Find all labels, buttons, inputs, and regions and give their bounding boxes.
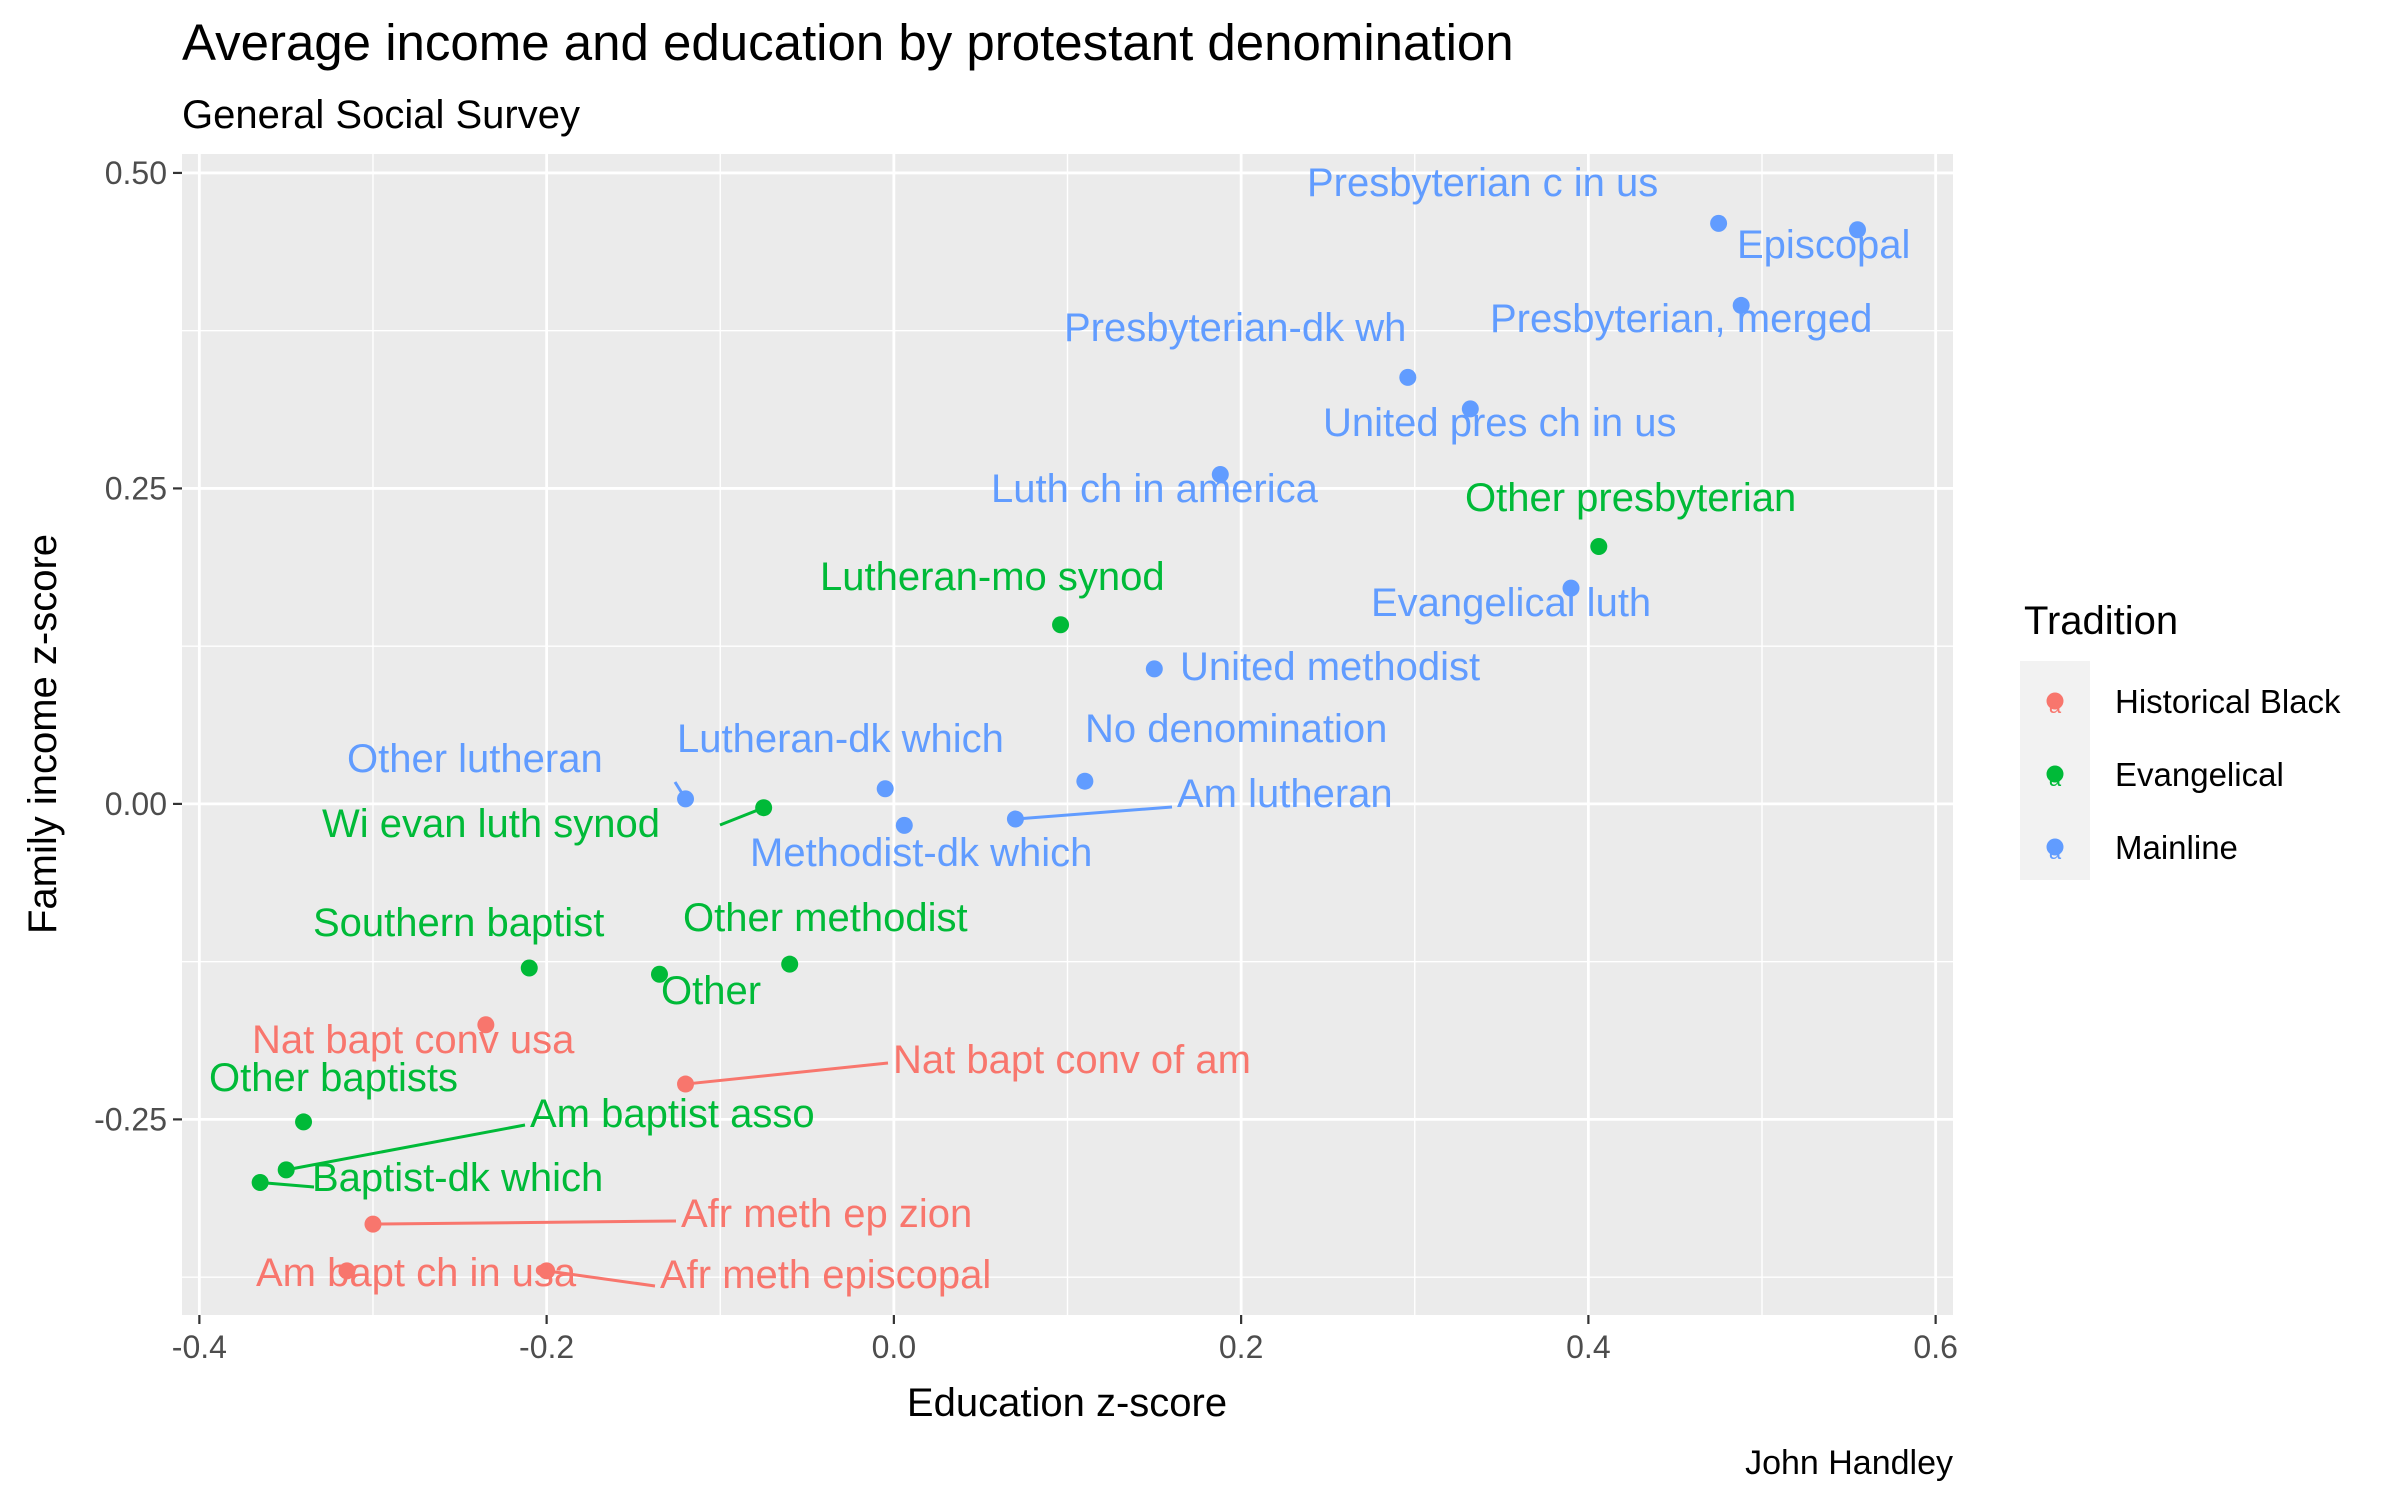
data-point — [364, 1215, 382, 1233]
x-tick-label: 0.2 — [1219, 1329, 1263, 1365]
data-label: Baptist-dk which — [312, 1156, 603, 1200]
data-point — [895, 816, 913, 834]
data-point — [251, 1173, 269, 1191]
grid — [182, 154, 1953, 1315]
legend-key-glyph: a — [2049, 766, 2062, 791]
legend-label: Evangelical — [2115, 756, 2284, 793]
data-point — [755, 799, 773, 817]
data-label: Methodist-dk which — [750, 831, 1092, 875]
data-label: Am lutheran — [1177, 772, 1393, 816]
data-label: Other baptists — [209, 1056, 458, 1100]
legend-label: Historical Black — [2115, 683, 2341, 720]
data-point — [876, 780, 894, 798]
data-point — [1211, 466, 1229, 484]
data-point — [1590, 537, 1608, 555]
data-point — [520, 959, 538, 977]
data-label: Wi evan luth synod — [322, 802, 660, 846]
label-leader-line — [546, 1269, 656, 1288]
data-label: Afr meth episcopal — [660, 1253, 991, 1297]
legend-key — [2046, 692, 2064, 710]
label-leader-line — [372, 1219, 677, 1226]
data-label: Presbyterian, merged — [1490, 297, 1872, 341]
axis-ticks: -0.4 -0.2 0.0 0.2 0.4 0.6 -0.25 0.00 0.25 0.50 — [94, 155, 1958, 1365]
x-tick-label: 0.0 — [872, 1329, 916, 1365]
data-point — [1076, 772, 1094, 790]
data-points — [251, 214, 1867, 1280]
legend-key-glyph: a — [2049, 839, 2062, 864]
data-point — [477, 1016, 495, 1034]
data-point — [338, 1262, 356, 1280]
data-point — [1052, 616, 1070, 634]
data-label: Afr meth ep zion — [681, 1192, 972, 1236]
data-point — [650, 965, 668, 983]
label-leader-line — [1015, 805, 1173, 821]
legend-label: Mainline — [2115, 829, 2238, 866]
chart-title: Average income and education by protesta… — [182, 14, 1514, 71]
data-label: Nat bapt conv of am — [893, 1038, 1251, 1082]
x-tick-label: -0.2 — [519, 1329, 574, 1365]
data-label: Evangelical luth — [1371, 581, 1651, 625]
data-label: Lutheran-mo synod — [820, 555, 1165, 599]
y-tick-label: 0.25 — [105, 470, 167, 506]
x-axis-title: Education z-score — [907, 1381, 1227, 1425]
x-tick-label: -0.4 — [172, 1329, 227, 1365]
data-point — [1006, 810, 1024, 828]
data-point — [677, 790, 695, 808]
legend-keys: a Historical Black a Evangelical a Mainline — [2020, 661, 2341, 880]
legend-key-glyph: a — [2049, 693, 2062, 718]
label-leader-line — [260, 1180, 315, 1189]
data-point — [781, 955, 799, 973]
data-label: Nat bapt conv usa — [252, 1018, 575, 1062]
x-tick-label: 0.4 — [1566, 1329, 1610, 1365]
data-point — [1461, 400, 1479, 418]
legend-title: Tradition — [2024, 599, 2178, 643]
label-leader-line — [285, 1123, 526, 1172]
data-label: No denomination — [1085, 707, 1387, 751]
data-label: Presbyterian-dk wh — [1064, 306, 1406, 350]
data-point — [295, 1113, 313, 1131]
data-label: Lutheran-dk which — [677, 717, 1004, 761]
data-point — [1562, 579, 1580, 597]
data-point — [1732, 296, 1750, 314]
legend-key — [2046, 838, 2064, 856]
data-point — [1399, 368, 1417, 386]
x-tick-label: 0.6 — [1913, 1329, 1957, 1365]
data-label: Other methodist — [683, 896, 968, 940]
data-label: Southern baptist — [313, 901, 604, 945]
data-label: United methodist — [1180, 645, 1480, 689]
legend-key — [2046, 765, 2064, 783]
data-point — [277, 1161, 295, 1179]
data-label: Am bapt ch in usa — [256, 1251, 577, 1295]
data-point — [1849, 221, 1867, 239]
label-leader-line — [685, 1061, 889, 1086]
data-label: Luth ch in america — [991, 467, 1319, 511]
data-point — [1710, 214, 1728, 232]
data-label: Other — [661, 969, 761, 1013]
chart-subtitle: General Social Survey — [182, 93, 580, 137]
data-label: United pres ch in us — [1323, 401, 1677, 445]
data-point — [538, 1262, 556, 1280]
data-labels: Presbyterian c in us Episcopal Presbyteria… — [209, 161, 1910, 1297]
data-point — [1145, 660, 1163, 678]
chart-caption: John Handley — [1745, 1444, 1953, 1482]
y-tick-label: -0.25 — [94, 1101, 167, 1137]
data-label: Other lutheran — [347, 737, 603, 781]
label-leaders — [260, 781, 1173, 1288]
data-label: Am baptist asso — [530, 1092, 815, 1136]
y-tick-label: 0.50 — [105, 155, 167, 191]
y-axis-title: Family income z-score — [21, 534, 65, 934]
data-label: Other presbyterian — [1465, 476, 1796, 520]
data-label: Episcopal — [1737, 223, 1910, 267]
data-point — [677, 1075, 695, 1093]
data-label: Presbyterian c in us — [1307, 161, 1658, 205]
y-tick-label: 0.00 — [105, 786, 167, 822]
